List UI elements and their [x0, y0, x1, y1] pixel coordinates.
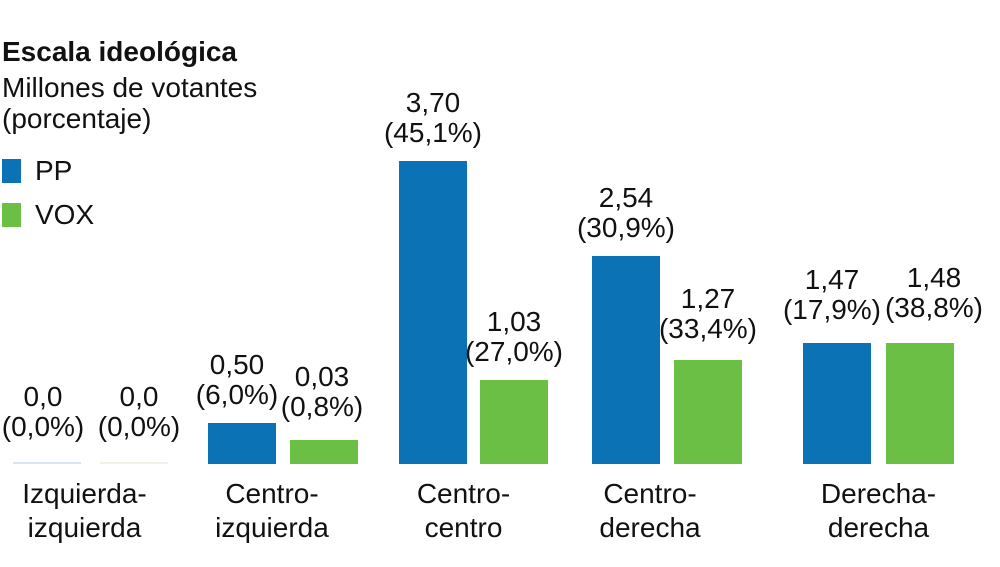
bar-label-vox-centro-derecha: 1,27 (33,4%) — [598, 284, 818, 344]
bar-vox-centro-derecha — [674, 360, 742, 464]
bar-label-vox-centro-centro: 1,03 (27,0%) — [404, 307, 624, 367]
legend-label-vox: VOX — [35, 199, 95, 230]
value-label-pp-izquierda-izquierda: 0,0 — [23, 381, 63, 412]
category-label-izquierda-izquierda: Izquierda- izquierda — [22, 478, 147, 543]
bar-label-vox-centro-izquierda: 0,03 (0,8%) — [212, 362, 432, 422]
value-label-vox-centro-izquierda: 0,03 — [294, 361, 350, 392]
bar-label-pp-centro-centro: 3,70 (45,1%) — [323, 88, 543, 148]
pct-label-pp-centro-izquierda: (6,0%) — [195, 379, 279, 410]
bar-pp-centro-derecha — [592, 256, 660, 464]
pct-label-vox-centro-centro: (27,0%) — [464, 336, 564, 367]
category-label-centro-derecha: Centro- derecha — [599, 478, 701, 543]
pct-label-pp-centro-derecha: (30,9%) — [576, 212, 676, 243]
chart-subtitle: Millones de votantes (porcentaje) — [2, 72, 258, 134]
pct-label-pp-derecha-derecha: (17,9%) — [782, 294, 882, 325]
category-label-derecha-derecha: Derecha- derecha — [820, 478, 937, 543]
value-label-vox-centro-derecha: 1,27 — [680, 283, 736, 314]
category-label-centro-izquierda: Centro- izquierda — [215, 478, 329, 543]
value-label-pp-centro-derecha: 2,54 — [598, 182, 654, 213]
chart-legend: PP VOX — [2, 155, 95, 230]
pp-color-swatch-icon — [2, 159, 21, 183]
category-label-centro-centro: Centro- centro — [416, 478, 511, 543]
value-label-pp-centro-izquierda: 0,50 — [209, 349, 265, 380]
bar-pp-izquierda-izquierda — [13, 462, 81, 464]
bar-vox-centro-centro — [480, 380, 548, 464]
pct-label-vox-izquierda-izquierda: (0,0%) — [97, 411, 181, 442]
pct-label-vox-centro-derecha: (33,4%) — [658, 313, 758, 344]
pct-label-vox-derecha-derecha: (38,8%) — [884, 292, 984, 323]
vox-color-swatch-icon — [2, 203, 21, 227]
legend-item-pp: PP — [2, 155, 94, 186]
value-label-vox-centro-centro: 1,03 — [486, 306, 542, 337]
chart-title: Escala ideológica — [2, 36, 237, 67]
legend-item-vox: VOX — [2, 199, 95, 230]
bar-vox-izquierda-izquierda — [100, 462, 168, 464]
value-label-pp-derecha-derecha: 1,47 — [804, 264, 860, 295]
bar-label-vox-derecha-derecha: 1,48 (38,8%) — [824, 263, 1000, 323]
bar-vox-derecha-derecha — [886, 343, 954, 464]
value-label-vox-derecha-derecha: 1,48 — [906, 262, 962, 293]
value-label-vox-izquierda-izquierda: 0,0 — [119, 381, 159, 412]
bar-label-pp-centro-derecha: 2,54 (30,9%) — [516, 183, 736, 243]
bar-label-pp-derecha-derecha: 1,47 (17,9%) — [722, 265, 942, 325]
bar-pp-centro-izquierda — [208, 423, 276, 464]
bar-pp-derecha-derecha — [803, 343, 871, 464]
bar-pp-centro-centro — [399, 161, 467, 464]
bar-label-pp-izquierda-izquierda: 0,0 (0,0%) — [0, 382, 153, 442]
bar-label-pp-centro-izquierda: 0,50 (6,0%) — [127, 350, 347, 410]
bar-label-vox-izquierda-izquierda: 0,0 (0,0%) — [29, 382, 249, 442]
chart-header: Escala ideológica Millones de votantes (… — [2, 36, 322, 134]
pct-label-vox-centro-izquierda: (0,8%) — [280, 391, 364, 422]
bar-vox-centro-izquierda — [290, 440, 358, 464]
pct-label-pp-centro-centro: (45,1%) — [383, 117, 483, 148]
value-label-pp-centro-centro: 3,70 — [405, 87, 461, 118]
pct-label-pp-izquierda-izquierda: (0,0%) — [1, 411, 85, 442]
legend-label-pp: PP — [35, 155, 73, 186]
